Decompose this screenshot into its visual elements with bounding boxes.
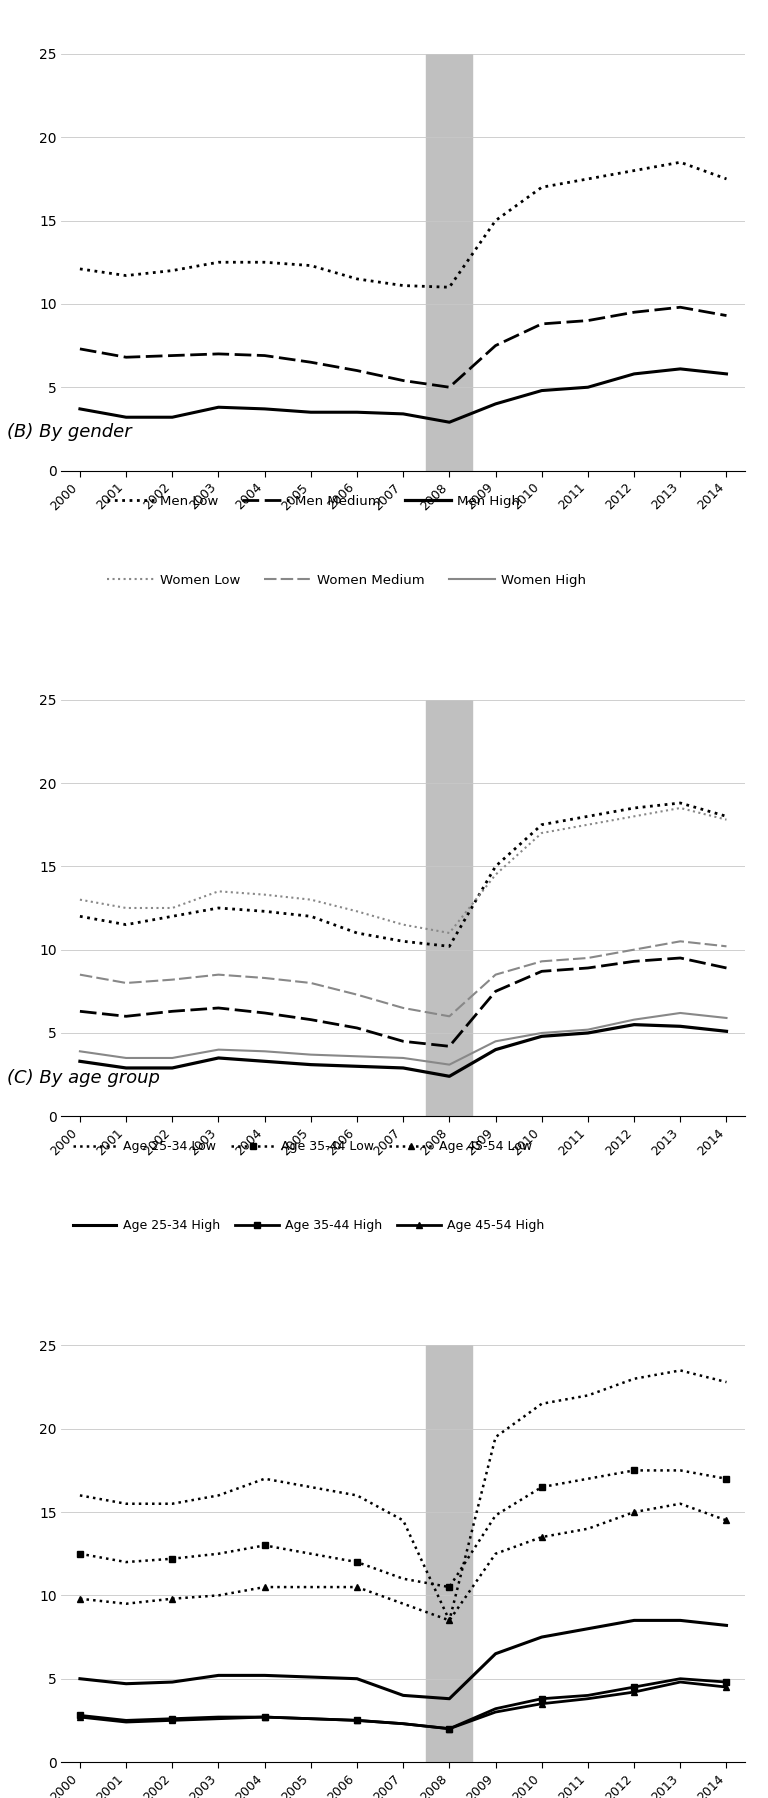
Text: (B) By gender: (B) By gender bbox=[7, 423, 131, 441]
Bar bbox=[426, 1345, 472, 1762]
Bar bbox=[426, 699, 472, 1117]
Legend: Age 25-34 High, Age 35-44 High, Age 45-54 High: Age 25-34 High, Age 35-44 High, Age 45-5… bbox=[68, 1214, 549, 1237]
Text: (C) By age group: (C) By age group bbox=[7, 1070, 160, 1088]
Legend: Women Low, Women Medium, Women High: Women Low, Women Medium, Women High bbox=[102, 568, 591, 592]
Bar bbox=[426, 54, 472, 471]
